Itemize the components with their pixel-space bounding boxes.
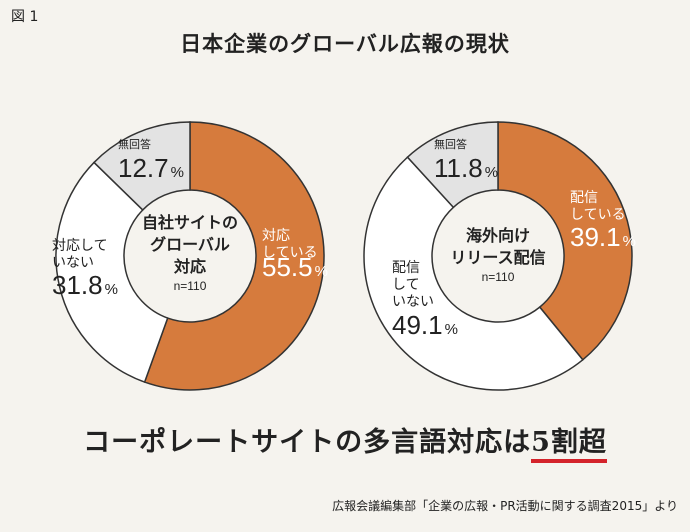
- chart1-slice-1: [143, 121, 325, 391]
- chart1-slice-2: [55, 161, 169, 384]
- chart1-slice-3-label: 無回答: [118, 137, 151, 151]
- chart2-slice-3-label: 無回答: [434, 137, 467, 151]
- chart1-slice-2-value: 31.8%: [52, 270, 118, 300]
- chart1-slice-1-label: 対応: [262, 228, 290, 244]
- chart1-slice-2-label: 対応して: [52, 238, 108, 254]
- chart2-slice-1-label: 配信: [570, 190, 598, 206]
- chart1-slice-3: [93, 121, 191, 211]
- figure-label: 図 1: [11, 9, 39, 25]
- chart2-slice-1-value: 39.1%: [570, 222, 636, 252]
- chart1-center-label: 対応: [173, 257, 206, 276]
- chart2-slice-1: [497, 121, 633, 361]
- chart2-slice-2-value: 49.1%: [392, 310, 458, 340]
- chart2-slice-3: [406, 121, 499, 209]
- chart2-slice-3-value: 11.8%: [434, 153, 498, 183]
- headline-highlight: 5割超: [531, 427, 607, 463]
- chart1-center-label: グローバル: [150, 235, 230, 254]
- chart2-slice-2-label: して: [392, 277, 420, 293]
- chart1-slice-1-value: 55.5%: [262, 252, 328, 282]
- chart2-center-label: リリース配信: [450, 248, 545, 267]
- chart1-n-label: n=110: [174, 279, 207, 293]
- chart2-slice-1-label: している: [570, 207, 626, 223]
- chart1-center-label: 自社サイトの: [142, 213, 238, 232]
- headline: コーポレートサイトの多言語対応は5割超: [0, 420, 690, 463]
- chart-title: 日本企業のグローバル広報の現状: [180, 32, 510, 56]
- chart2-n-label: n=110: [482, 270, 515, 284]
- chart1-slice-1-label: している: [262, 245, 318, 261]
- chart2-slice-2: [363, 156, 584, 391]
- chart2-center-label: 海外向け: [466, 226, 530, 245]
- chart1-slice-2-label: いない: [52, 255, 94, 271]
- chart1-slice-3-value: 12.7%: [118, 153, 184, 183]
- chart2-slice-2-label: いない: [392, 294, 434, 310]
- chart2-slice-2-label: 配信: [392, 260, 420, 276]
- source-note: 広報会議編集部「企業の広報・PR活動に関する調査2015」より: [332, 499, 678, 513]
- headline-text: コーポレートサイトの多言語対応は: [83, 427, 532, 458]
